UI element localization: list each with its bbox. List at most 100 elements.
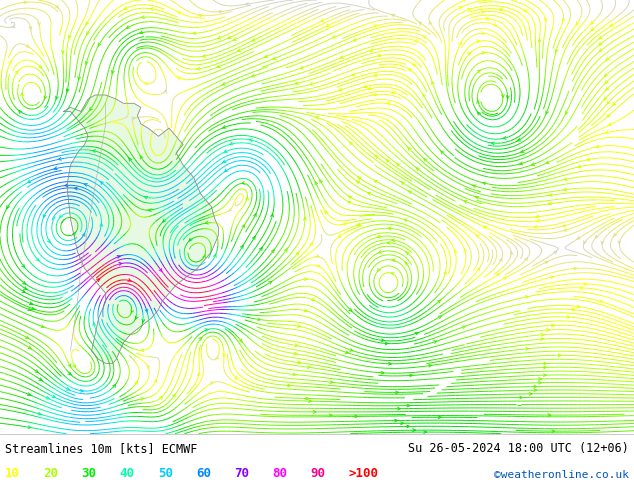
FancyArrowPatch shape [410,374,413,377]
FancyArrowPatch shape [52,395,55,398]
FancyArrowPatch shape [392,239,395,242]
FancyArrowPatch shape [150,7,153,10]
FancyArrowPatch shape [477,71,481,73]
FancyArrowPatch shape [374,74,377,76]
FancyArrowPatch shape [61,50,64,53]
FancyArrowPatch shape [193,32,196,35]
FancyArrowPatch shape [163,219,166,222]
FancyArrowPatch shape [321,19,324,22]
FancyArrowPatch shape [350,348,353,351]
FancyArrowPatch shape [93,323,96,326]
FancyArrowPatch shape [500,258,502,262]
FancyArrowPatch shape [24,1,27,4]
FancyArrowPatch shape [349,196,352,199]
FancyArrowPatch shape [316,264,320,267]
FancyArrowPatch shape [353,39,356,41]
FancyArrowPatch shape [591,28,594,31]
FancyArrowPatch shape [520,396,522,399]
FancyArrowPatch shape [468,8,470,11]
FancyArrowPatch shape [392,14,395,17]
FancyArrowPatch shape [309,400,311,402]
FancyArrowPatch shape [564,188,567,191]
FancyArrowPatch shape [43,215,46,218]
FancyArrowPatch shape [96,279,100,282]
Polygon shape [63,95,218,364]
FancyArrowPatch shape [259,247,262,250]
FancyArrowPatch shape [147,366,150,368]
FancyArrowPatch shape [309,243,312,246]
FancyArrowPatch shape [524,258,527,261]
FancyArrowPatch shape [198,14,202,17]
FancyArrowPatch shape [432,81,434,85]
FancyArrowPatch shape [434,341,437,343]
FancyArrowPatch shape [601,241,604,244]
FancyArrowPatch shape [555,49,558,52]
FancyArrowPatch shape [534,225,537,228]
FancyArrowPatch shape [297,325,301,327]
FancyArrowPatch shape [382,339,384,342]
FancyArrowPatch shape [584,282,586,285]
FancyArrowPatch shape [100,223,103,226]
FancyArrowPatch shape [100,182,103,184]
FancyArrowPatch shape [510,252,513,255]
FancyArrowPatch shape [496,273,500,276]
FancyArrowPatch shape [543,374,547,376]
FancyArrowPatch shape [417,168,419,171]
FancyArrowPatch shape [618,241,621,244]
FancyArrowPatch shape [491,142,495,145]
FancyArrowPatch shape [564,178,567,180]
FancyArrowPatch shape [614,233,617,236]
FancyArrowPatch shape [517,138,521,141]
FancyArrowPatch shape [44,96,47,99]
Text: 50: 50 [158,467,173,480]
Text: 70: 70 [234,467,249,480]
FancyArrowPatch shape [477,268,480,270]
FancyArrowPatch shape [381,371,384,374]
FancyArrowPatch shape [178,12,181,14]
FancyArrowPatch shape [415,40,418,43]
FancyArrowPatch shape [392,259,395,262]
FancyArrowPatch shape [189,238,192,241]
FancyArrowPatch shape [56,96,58,99]
FancyArrowPatch shape [142,319,145,322]
FancyArrowPatch shape [306,397,309,400]
FancyArrowPatch shape [546,161,549,164]
FancyArrowPatch shape [473,185,476,188]
FancyArrowPatch shape [346,351,349,354]
FancyArrowPatch shape [39,65,42,68]
FancyArrowPatch shape [486,17,489,20]
FancyArrowPatch shape [534,389,537,392]
FancyArrowPatch shape [534,385,537,388]
FancyArrowPatch shape [246,2,249,5]
FancyArrowPatch shape [358,177,361,180]
FancyArrowPatch shape [160,396,162,399]
FancyArrowPatch shape [375,180,378,183]
FancyArrowPatch shape [304,278,307,280]
FancyArrowPatch shape [304,217,306,220]
FancyArrowPatch shape [210,382,213,385]
FancyArrowPatch shape [503,137,506,139]
FancyArrowPatch shape [552,430,555,433]
FancyArrowPatch shape [458,42,461,45]
FancyArrowPatch shape [477,100,479,103]
FancyArrowPatch shape [159,269,162,271]
FancyArrowPatch shape [526,295,528,298]
FancyArrowPatch shape [604,97,607,100]
FancyArrowPatch shape [128,279,131,281]
Text: Streamlines 10m [kts] ECMWF: Streamlines 10m [kts] ECMWF [5,442,197,455]
FancyArrowPatch shape [562,18,565,21]
FancyArrowPatch shape [35,369,38,372]
Text: 90: 90 [311,467,325,480]
FancyArrowPatch shape [406,252,409,255]
FancyArrowPatch shape [327,24,330,26]
FancyArrowPatch shape [203,255,205,258]
FancyArrowPatch shape [23,287,27,290]
FancyArrowPatch shape [550,194,552,196]
FancyArrowPatch shape [520,162,522,165]
FancyArrowPatch shape [521,150,524,152]
FancyArrowPatch shape [476,235,479,238]
FancyArrowPatch shape [612,102,616,105]
FancyArrowPatch shape [285,249,287,252]
FancyArrowPatch shape [86,22,89,24]
FancyArrowPatch shape [67,388,70,390]
